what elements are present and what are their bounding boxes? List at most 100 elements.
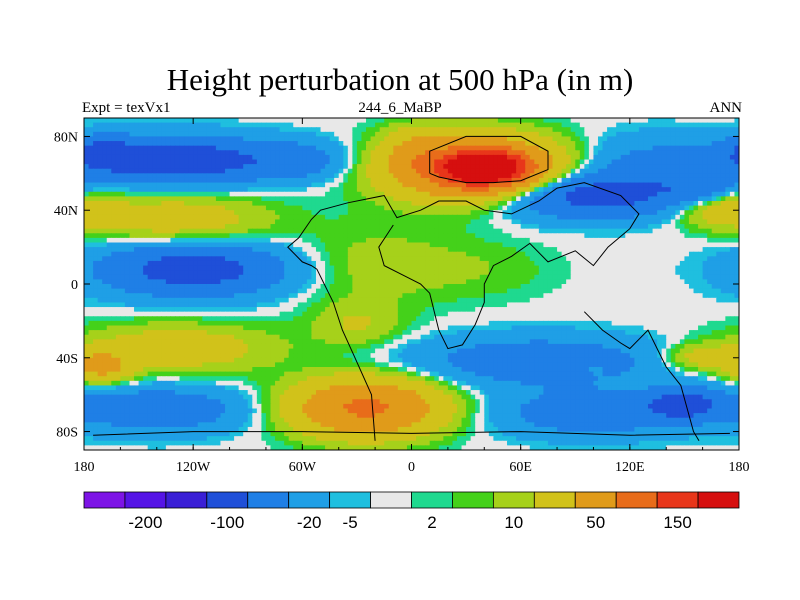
field-cell <box>88 228 94 234</box>
field-cell <box>552 122 558 128</box>
field-cell <box>561 260 567 267</box>
field-cell <box>597 256 604 262</box>
field-cell <box>97 260 103 267</box>
field-cell <box>106 136 112 142</box>
field-cell <box>725 122 731 128</box>
field-cell <box>493 201 499 207</box>
field-cell <box>488 150 494 156</box>
field-cell <box>170 205 176 211</box>
field-cell <box>129 201 135 207</box>
field-cell <box>443 118 449 124</box>
field-cell <box>156 177 162 184</box>
field-cell <box>366 237 372 244</box>
field-cell <box>93 141 99 147</box>
field-cell <box>666 251 672 257</box>
field-cell <box>338 159 344 165</box>
field-cell <box>507 201 513 207</box>
field-cell <box>616 182 622 188</box>
field-cell <box>256 118 262 124</box>
field-cell <box>675 127 681 133</box>
field-cell <box>625 224 631 230</box>
field-cell <box>161 127 167 133</box>
field-cell <box>334 214 340 221</box>
field-cell <box>566 247 572 253</box>
field-cell <box>306 228 313 234</box>
field-cell <box>557 145 563 151</box>
field-cell <box>352 136 358 142</box>
field-cell <box>261 219 267 225</box>
field-cell <box>352 247 358 253</box>
field-cell <box>361 219 367 225</box>
field-cell <box>261 141 267 147</box>
field-cell <box>456 168 463 174</box>
field-cell <box>425 182 431 188</box>
field-cell <box>625 237 631 244</box>
field-cell <box>657 242 663 248</box>
field-cell <box>184 127 190 133</box>
field-cell <box>566 233 572 239</box>
field-cell <box>666 265 672 271</box>
field-cell <box>297 214 303 221</box>
field-cell <box>429 187 435 193</box>
field-cell <box>416 196 422 202</box>
field-cell <box>334 182 340 188</box>
field-cell <box>698 196 704 202</box>
field-cell <box>620 182 626 188</box>
field-cell <box>306 187 313 193</box>
field-cell <box>443 233 449 239</box>
field-cell <box>84 118 90 124</box>
field-cell <box>97 131 103 138</box>
field-cell <box>502 150 508 156</box>
field-cell <box>202 122 208 128</box>
field-cell <box>115 191 121 197</box>
field-cell <box>657 187 663 193</box>
field-cell <box>352 205 358 211</box>
field-cell <box>293 256 299 262</box>
field-cell <box>366 233 372 239</box>
field-cell <box>93 237 99 244</box>
chart-title: Height perturbation at 500 hPa (in m) <box>166 62 634 97</box>
field-cell <box>707 242 713 248</box>
field-cell <box>388 270 394 276</box>
contour-field <box>84 118 739 450</box>
field-cell <box>720 219 726 225</box>
field-cell <box>729 228 736 234</box>
field-cell <box>734 118 739 124</box>
field-cell <box>193 191 199 197</box>
field-cell <box>179 177 185 184</box>
field-cell <box>684 177 690 184</box>
field-cell <box>579 270 585 276</box>
field-cell <box>438 201 444 207</box>
field-cell <box>225 219 231 225</box>
field-cell <box>625 173 631 179</box>
field-cell <box>320 274 326 280</box>
field-cell <box>247 182 253 188</box>
field-cell <box>247 270 253 276</box>
field-cell <box>516 219 522 225</box>
field-cell <box>97 237 103 244</box>
field-cell <box>366 141 372 147</box>
field-cell <box>265 205 272 211</box>
field-cell <box>493 214 499 221</box>
field-cell <box>338 187 344 193</box>
field-cell <box>670 154 676 161</box>
field-cell <box>120 219 126 225</box>
field-cell <box>547 136 554 142</box>
field-cell <box>252 247 258 253</box>
field-cell <box>693 150 699 156</box>
field-cell <box>188 122 194 128</box>
field-cell <box>584 270 590 276</box>
field-cell <box>652 201 658 207</box>
field-cell <box>88 136 94 142</box>
field-cell <box>725 247 731 253</box>
field-cell <box>429 242 435 248</box>
field-cell <box>288 205 294 211</box>
field-cell <box>425 270 431 276</box>
field-cell <box>366 131 372 138</box>
field-cell <box>161 191 167 197</box>
field-cell <box>707 270 713 276</box>
field-cell <box>297 210 303 216</box>
field-cell <box>666 136 672 142</box>
field-cell <box>516 228 522 234</box>
field-cell <box>493 164 499 170</box>
